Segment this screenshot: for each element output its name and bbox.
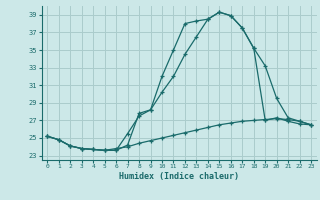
X-axis label: Humidex (Indice chaleur): Humidex (Indice chaleur) xyxy=(119,172,239,181)
